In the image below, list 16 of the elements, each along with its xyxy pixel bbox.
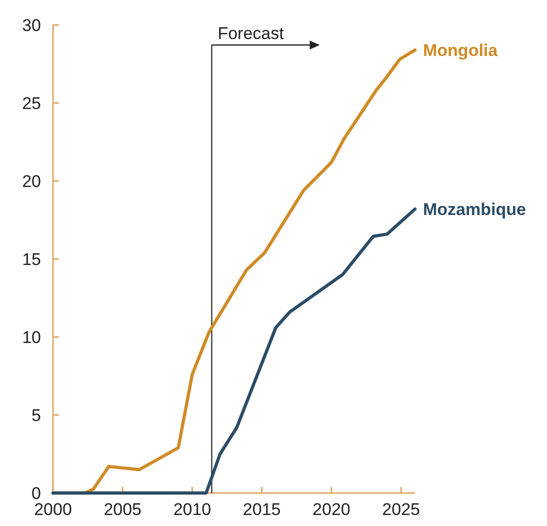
x-tick-label: 2000 (34, 500, 72, 519)
y-tick-label: 5 (32, 406, 41, 425)
y-tick-label: 15 (22, 250, 41, 269)
series-label: Mongolia (423, 40, 498, 60)
y-tick-label: 20 (22, 172, 41, 191)
y-tick-label: 0 (32, 484, 41, 503)
y-tick-label: 30 (22, 16, 41, 35)
y-tick-label: 25 (22, 94, 41, 113)
y-tick-label: 10 (22, 328, 41, 347)
x-tick-label: 2005 (104, 500, 142, 519)
x-tick-label: 2025 (382, 500, 420, 519)
series-label: Mozambique (423, 200, 526, 220)
x-tick-label: 2010 (173, 500, 212, 519)
x-tick-label: 2020 (312, 500, 350, 519)
x-tick-label: 2015 (242, 500, 281, 519)
ref-line-label: Forecast (218, 24, 284, 43)
